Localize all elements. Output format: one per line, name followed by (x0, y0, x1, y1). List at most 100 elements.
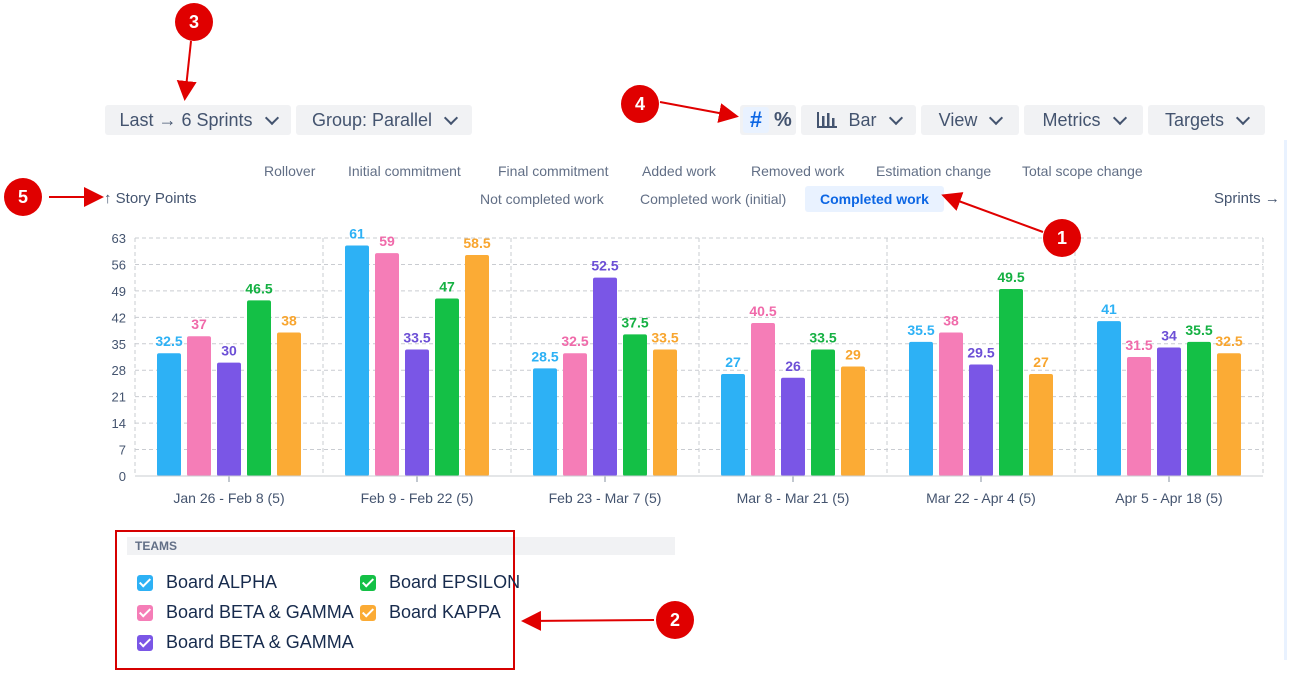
data-label: 61 (349, 226, 365, 242)
data-label: 38 (943, 312, 959, 328)
bar (1217, 353, 1241, 476)
view-label: View (938, 109, 978, 130)
bar (217, 362, 241, 476)
metric-total-scope-change[interactable]: Total scope change (1022, 163, 1143, 179)
percent-mode-icon[interactable]: % (774, 108, 792, 131)
data-label: 30 (221, 343, 237, 359)
y-tick-label: 21 (112, 390, 126, 405)
bar (811, 349, 835, 476)
data-label: 41 (1101, 301, 1117, 317)
metric-estimation-change[interactable]: Estimation change (876, 163, 992, 179)
annotation-marker-4: 4 (621, 85, 659, 123)
y-tick-label: 28 (112, 363, 126, 378)
group-dropdown[interactable]: Group: Parallel (296, 105, 472, 135)
x-tick-label: Apr 5 - Apr 18 (5) (1115, 490, 1222, 506)
metrics-dropdown[interactable]: Metrics (1024, 105, 1143, 135)
y-axis-title: ↑ Story Points (104, 190, 197, 207)
metric-completed-work[interactable]: Completed work (805, 186, 944, 212)
bar (563, 353, 587, 476)
checkbox-icon[interactable] (137, 604, 153, 621)
checkbox-icon[interactable] (137, 574, 153, 591)
legend-item-beta-gamma-pink[interactable]: Board BETA & GAMMA (137, 602, 354, 623)
y-tick-label: 14 (112, 416, 126, 431)
bar (969, 364, 993, 476)
x-tick-label: Feb 9 - Feb 22 (5) (361, 490, 474, 506)
data-label: 29.5 (967, 345, 994, 361)
data-label: 26 (785, 358, 801, 374)
scroll-track[interactable] (1284, 140, 1287, 660)
checkbox-icon[interactable] (360, 604, 376, 621)
bar (939, 332, 963, 476)
bar (751, 323, 775, 476)
data-label: 58.5 (463, 235, 490, 251)
legend-highlight-box (115, 530, 515, 670)
data-label: 37.5 (621, 314, 648, 330)
chart-type-label: Bar (848, 109, 877, 130)
bar (345, 245, 369, 476)
bar (465, 255, 489, 476)
metrics-label: Metrics (1042, 109, 1101, 130)
legend-item-beta-gamma-purple[interactable]: Board BETA & GAMMA (137, 632, 354, 653)
view-dropdown[interactable]: View (921, 105, 1019, 135)
targets-label: Targets (1164, 109, 1225, 130)
metric-final-commitment[interactable]: Final commitment (498, 163, 609, 179)
bar (623, 334, 647, 476)
y-tick-label: 63 (112, 231, 126, 246)
metric-completed-work-initial[interactable]: Completed work (initial) (640, 191, 787, 207)
bar (999, 289, 1023, 476)
legend-item-label: Board BETA & GAMMA (166, 632, 354, 652)
data-label: 34 (1161, 328, 1177, 344)
legend-item-label: Board ALPHA (166, 572, 278, 592)
legend-item-kappa[interactable]: Board KAPPA (360, 602, 501, 623)
legend-title: TEAMS (135, 539, 177, 553)
annotation-marker-1: 1 (1043, 219, 1081, 257)
y-tick-label: 7 (119, 443, 126, 458)
chart-type-dropdown[interactable]: Bar (801, 105, 916, 135)
data-label: 32.5 (1215, 333, 1242, 349)
y-tick-label: 35 (112, 337, 126, 352)
bar (909, 341, 933, 476)
annotation-marker-2: 2 (656, 601, 694, 639)
bar (1127, 357, 1151, 476)
bar (841, 366, 865, 476)
metric-initial-commitment[interactable]: Initial commitment (348, 163, 461, 179)
x-axis-title: Sprints → (1214, 190, 1280, 207)
data-label: 31.5 (1125, 337, 1152, 353)
data-label: 33.5 (651, 329, 678, 345)
bar (1029, 374, 1053, 476)
data-label: 32.5 (155, 333, 182, 349)
legend-item-alpha[interactable]: Board ALPHA (137, 572, 277, 593)
data-label: 49.5 (997, 269, 1024, 285)
data-label: 28.5 (531, 348, 558, 364)
legend-item-label: Board EPSILON (389, 572, 521, 592)
bar-chart-icon (817, 112, 838, 128)
data-label: 35.5 (907, 322, 934, 338)
data-label: 46.5 (245, 280, 272, 296)
targets-dropdown[interactable]: Targets (1148, 105, 1265, 135)
data-label: 33.5 (809, 329, 836, 345)
data-label: 59 (379, 233, 395, 249)
bar (1097, 321, 1121, 476)
data-label: 33.5 (403, 329, 430, 345)
metric-not-completed-work[interactable]: Not completed work (480, 191, 604, 207)
metric-rollover[interactable]: Rollover (264, 163, 316, 179)
count-mode-icon[interactable]: # (743, 107, 769, 133)
checkbox-icon[interactable] (137, 634, 153, 651)
bar (375, 253, 399, 476)
checkbox-icon[interactable] (360, 574, 376, 591)
metric-removed-work[interactable]: Removed work (751, 163, 845, 179)
legend-header: TEAMS (127, 537, 675, 555)
sprint-range-dropdown[interactable]: Last → 6 Sprints (105, 105, 291, 135)
bar (781, 377, 805, 476)
bar (721, 374, 745, 476)
value-mode-toggle[interactable]: # % (740, 105, 796, 135)
group-label: Group: Parallel (311, 109, 433, 130)
y-tick-label: 56 (112, 257, 126, 272)
bar (157, 353, 181, 476)
data-label: 27 (1033, 354, 1049, 370)
bar (1157, 347, 1181, 476)
annotation-marker-5: 5 (4, 178, 42, 216)
legend-item-epsilon[interactable]: Board EPSILON (360, 572, 520, 593)
metric-added-work[interactable]: Added work (642, 163, 716, 179)
